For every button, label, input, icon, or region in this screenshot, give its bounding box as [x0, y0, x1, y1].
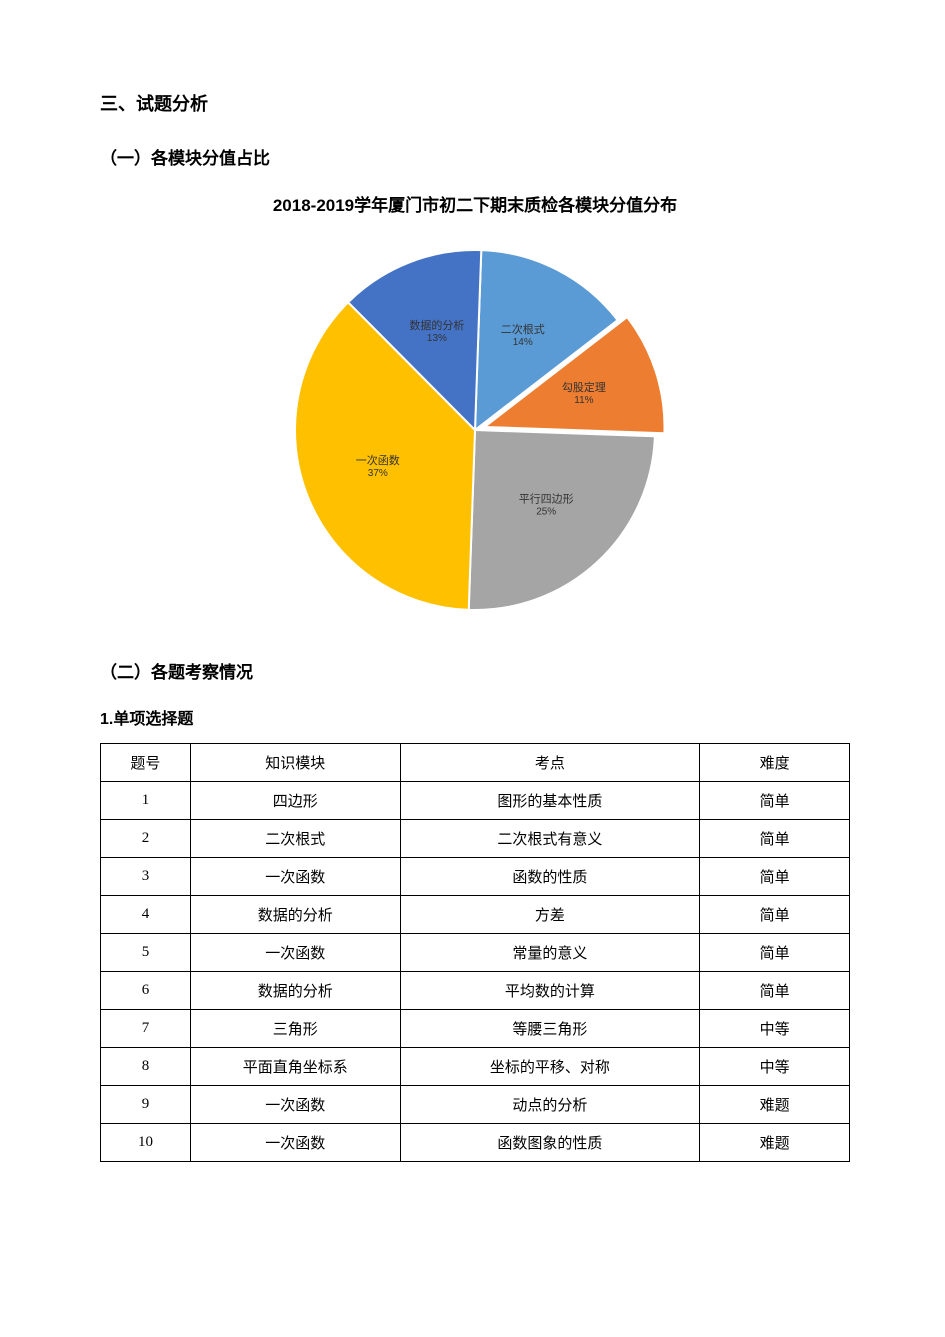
table-cell: 平均数的计算 [400, 972, 700, 1010]
table-row: 6数据的分析平均数的计算简单 [101, 972, 850, 1010]
table-cell: 二次根式 [190, 820, 400, 858]
table-row: 9一次函数动点的分析难题 [101, 1086, 850, 1124]
pie-chart: 二次根式14%勾股定理11%平行四边形25%一次函数37%数据的分析13% [100, 230, 850, 630]
table-cell: 平面直角坐标系 [190, 1048, 400, 1086]
col-header-num: 题号 [101, 744, 191, 782]
table-cell: 2 [101, 820, 191, 858]
table-cell: 函数图象的性质 [400, 1124, 700, 1162]
table-cell: 7 [101, 1010, 191, 1048]
table-cell: 常量的意义 [400, 934, 700, 972]
table-cell: 3 [101, 858, 191, 896]
table-cell: 方差 [400, 896, 700, 934]
table-cell: 简单 [700, 820, 850, 858]
table-cell: 二次根式有意义 [400, 820, 700, 858]
table-cell: 6 [101, 972, 191, 1010]
table-cell: 9 [101, 1086, 191, 1124]
table-cell: 4 [101, 896, 191, 934]
table-cell: 一次函数 [190, 1124, 400, 1162]
table-header-row: 题号 知识模块 考点 难度 [101, 744, 850, 782]
section-heading: 三、试题分析 [100, 90, 850, 116]
table-row: 5一次函数常量的意义简单 [101, 934, 850, 972]
table-cell: 数据的分析 [190, 972, 400, 1010]
table-cell: 10 [101, 1124, 191, 1162]
table-row: 4数据的分析方差简单 [101, 896, 850, 934]
pie-slice [469, 430, 655, 610]
chart-title: 2018-2019学年厦门市初二下期末质检各模块分值分布 [100, 191, 850, 216]
col-header-module: 知识模块 [190, 744, 400, 782]
questions-table: 题号 知识模块 考点 难度 1四边形图形的基本性质简单2二次根式二次根式有意义简… [100, 743, 850, 1162]
sub-heading-3: 1.单项选择题 [100, 705, 850, 729]
table-row: 1四边形图形的基本性质简单 [101, 782, 850, 820]
table-row: 2二次根式二次根式有意义简单 [101, 820, 850, 858]
table-cell: 一次函数 [190, 934, 400, 972]
table-cell: 简单 [700, 972, 850, 1010]
table-cell: 图形的基本性质 [400, 782, 700, 820]
table-cell: 简单 [700, 858, 850, 896]
pie-chart-svg: 二次根式14%勾股定理11%平行四边形25%一次函数37%数据的分析13% [225, 230, 725, 630]
col-header-point: 考点 [400, 744, 700, 782]
table-cell: 三角形 [190, 1010, 400, 1048]
sub-heading-1: （一）各模块分值占比 [100, 144, 850, 169]
table-cell: 简单 [700, 934, 850, 972]
table-cell: 简单 [700, 782, 850, 820]
table-cell: 动点的分析 [400, 1086, 700, 1124]
table-row: 3一次函数函数的性质简单 [101, 858, 850, 896]
table-cell: 一次函数 [190, 858, 400, 896]
table-row: 8平面直角坐标系坐标的平移、对称中等 [101, 1048, 850, 1086]
table-cell: 中等 [700, 1048, 850, 1086]
table-cell: 难题 [700, 1124, 850, 1162]
table-cell: 函数的性质 [400, 858, 700, 896]
table-cell: 难题 [700, 1086, 850, 1124]
table-cell: 四边形 [190, 782, 400, 820]
table-cell: 等腰三角形 [400, 1010, 700, 1048]
table-row: 10一次函数函数图象的性质难题 [101, 1124, 850, 1162]
table-cell: 8 [101, 1048, 191, 1086]
table-cell: 5 [101, 934, 191, 972]
table-cell: 数据的分析 [190, 896, 400, 934]
table-cell: 1 [101, 782, 191, 820]
table-cell: 坐标的平移、对称 [400, 1048, 700, 1086]
table-cell: 中等 [700, 1010, 850, 1048]
table-cell: 一次函数 [190, 1086, 400, 1124]
table-row: 7三角形等腰三角形中等 [101, 1010, 850, 1048]
sub-heading-2: （二）各题考察情况 [100, 658, 850, 683]
table-cell: 简单 [700, 896, 850, 934]
col-header-difficulty: 难度 [700, 744, 850, 782]
